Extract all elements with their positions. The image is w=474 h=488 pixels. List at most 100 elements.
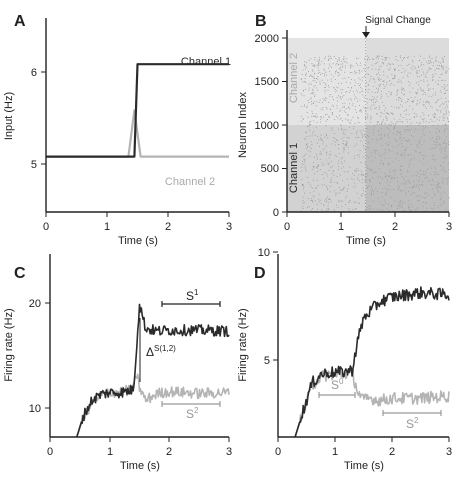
spike-dot [329, 57, 331, 59]
spike-dot [320, 158, 322, 160]
spike-dot [392, 114, 394, 116]
spike-dot [393, 133, 395, 135]
spike-dot [444, 128, 446, 130]
spike-dot [364, 179, 366, 181]
spike-dot [372, 132, 374, 134]
spike-dot [441, 86, 443, 88]
spike-dot [446, 84, 448, 86]
spike-dot [331, 129, 333, 131]
spike-dot [300, 115, 302, 117]
spike-dot [417, 75, 418, 77]
spike-dot [316, 87, 318, 89]
spike-dot [309, 82, 311, 84]
spike-dot [398, 201, 400, 203]
spike-dot [400, 133, 401, 135]
spike-dot [398, 143, 400, 145]
spike-dot [365, 136, 367, 137]
spike-dot [397, 208, 399, 209]
spike-dot [343, 136, 345, 138]
spike-dot [374, 152, 376, 154]
spike-dot [425, 202, 427, 203]
spike-dot [402, 77, 404, 79]
spike-dot [423, 58, 425, 60]
spike-dot [376, 62, 378, 64]
spike-dot [349, 64, 351, 66]
spike-dot [317, 64, 319, 66]
spike-dot [300, 170, 302, 172]
spike-dot [365, 176, 367, 177]
spike-dot [395, 68, 396, 70]
spike-dot [437, 83, 439, 85]
spike-dot [347, 99, 349, 101]
panel-a-channel-2-line [46, 109, 229, 158]
spike-dot [314, 173, 316, 175]
spike-dot [434, 121, 436, 122]
spike-dot [421, 74, 422, 76]
spike-dot [383, 80, 385, 82]
spike-dot [371, 194, 372, 196]
spike-dot [378, 80, 380, 82]
spike-dot [352, 173, 354, 175]
spike-dot [422, 181, 424, 182]
spike-dot [303, 105, 305, 107]
panel-d-xlabel: Time (s) [344, 460, 384, 472]
spike-dot [328, 102, 330, 103]
spike-dot [372, 161, 373, 163]
spike-dot [357, 178, 359, 180]
spike-dot [313, 116, 315, 117]
spike-dot [356, 72, 358, 74]
spike-dot [435, 81, 437, 83]
spike-dot [325, 125, 327, 127]
spike-dot [435, 59, 437, 61]
spike-dot [432, 147, 434, 149]
spike-dot [333, 56, 335, 57]
spike-dot [417, 207, 419, 209]
spike-dot [443, 67, 444, 69]
spike-dot [377, 197, 379, 199]
spike-dot [420, 88, 422, 90]
spike-dot [397, 189, 399, 190]
spike-dot [425, 74, 427, 75]
spike-dot [388, 184, 390, 186]
spike-dot [404, 57, 405, 58]
spike-dot [405, 192, 407, 194]
spike-dot [403, 179, 405, 181]
spike-dot [358, 77, 360, 79]
spike-dot [350, 98, 352, 100]
spike-dot [404, 210, 406, 212]
spike-dot [326, 208, 328, 210]
spike-dot [351, 178, 353, 180]
spike-dot [440, 165, 442, 167]
spike-dot [304, 65, 306, 67]
spike-dot [321, 102, 323, 103]
spike-dot [419, 178, 421, 180]
spike-dot [374, 125, 376, 127]
spike-dot [304, 159, 306, 161]
spike-dot [423, 140, 425, 142]
spike-dot [354, 109, 356, 111]
spike-dot [354, 70, 355, 72]
spike-dot [314, 196, 315, 198]
spike-dot [378, 55, 380, 57]
panel-b-xtick-label-2: 2 [392, 221, 398, 233]
spike-dot [339, 115, 341, 116]
spike-dot [346, 129, 348, 131]
spike-dot [440, 97, 442, 99]
spike-dot [446, 104, 448, 106]
spike-dot [434, 116, 436, 118]
spike-dot [425, 105, 426, 107]
spike-dot [328, 117, 330, 118]
spike-dot [361, 173, 363, 175]
spike-dot [416, 92, 418, 94]
spike-dot [316, 121, 318, 123]
spike-dot [385, 151, 387, 153]
panel-c-ytick-label-10: 10 [29, 403, 41, 415]
spike-dot [378, 109, 380, 111]
spike-dot [428, 115, 429, 116]
panel-d-xtick-label-3: 3 [446, 446, 452, 458]
spike-dot [342, 143, 344, 145]
spike-dot [441, 169, 443, 171]
spike-dot [426, 85, 428, 87]
spike-dot [325, 97, 326, 99]
spike-dot [305, 68, 306, 70]
